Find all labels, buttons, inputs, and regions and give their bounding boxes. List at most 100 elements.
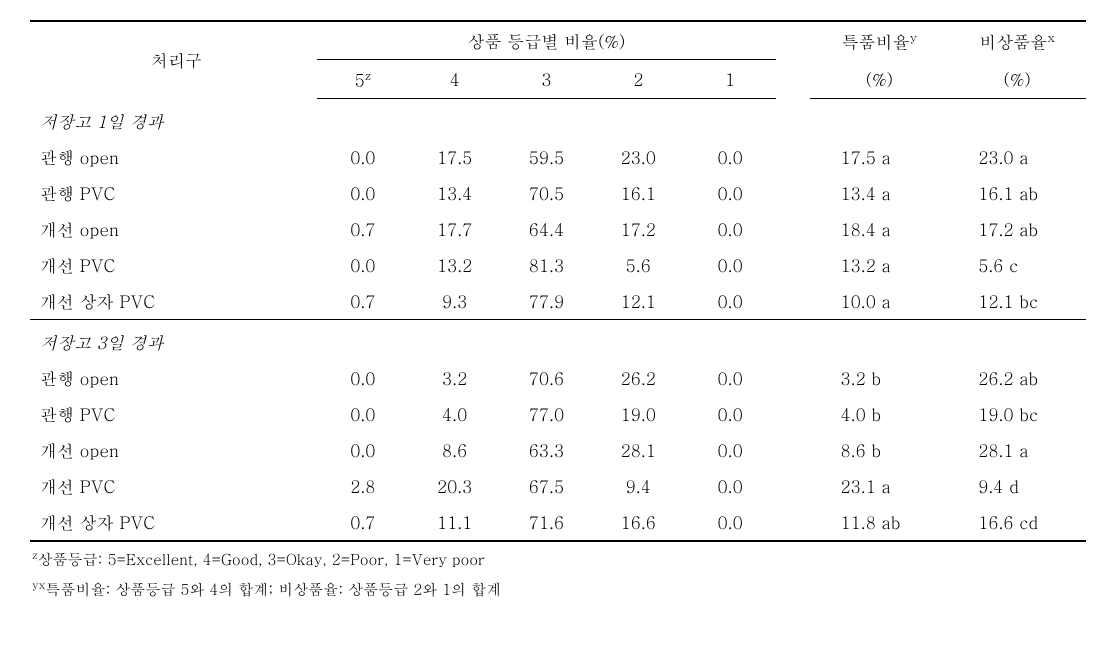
cell-c4: 3.2 (409, 360, 501, 396)
cell-c2: 26.2 (592, 360, 684, 396)
table-row: 개선 open0.717.764.417.20.0 18.4 a17.2 ab (30, 211, 1086, 247)
cell-c1: 0.0 (684, 211, 776, 247)
header-nonmarket: 비상품율x (948, 21, 1086, 60)
cell-premium: 4.0 b (810, 396, 948, 432)
cell-c5: 0.7 (317, 211, 409, 247)
cell-treatment: 개선 PVC (30, 247, 317, 283)
cell-nonmarket: 28.1 a (948, 432, 1086, 468)
cell-gap (776, 175, 810, 211)
cell-treatment: 개선 open (30, 432, 317, 468)
cell-premium: 17.5 a (810, 139, 948, 175)
cell-c3: 64.4 (501, 211, 593, 247)
cell-c4: 20.3 (409, 468, 501, 504)
cell-c5: 0.0 (317, 360, 409, 396)
cell-premium: 3.2 b (810, 360, 948, 396)
cell-c4: 4.0 (409, 396, 501, 432)
cell-c5: 0.7 (317, 283, 409, 320)
cell-c1: 0.0 (684, 175, 776, 211)
cell-c2: 12.1 (592, 283, 684, 320)
header-col4: 4 (409, 60, 501, 99)
cell-c3: 70.6 (501, 360, 593, 396)
cell-gap (776, 360, 810, 396)
cell-gap (776, 283, 810, 320)
cell-nonmarket: 19.0 bc (948, 396, 1086, 432)
header-col1: 1 (684, 60, 776, 99)
table-row: 개선 open0.08.663.328.10.08.6 b28.1 a (30, 432, 1086, 468)
header-col5: 5z (317, 60, 409, 99)
table-row: 관행 open0.017.559.523.00.017.5 a23.0 a (30, 139, 1086, 175)
cell-c2: 17.2 (592, 211, 684, 247)
cell-premium: 23.1 a (810, 468, 948, 504)
footnote-yx: yx특품비율: 상품등급 5와 4의 합계; 비상품율: 상품등급 2와 1의 … (30, 572, 1086, 602)
cell-c2: 16.1 (592, 175, 684, 211)
cell-c4: 13.2 (409, 247, 501, 283)
header-col3: 3 (501, 60, 593, 99)
cell-nonmarket: 17.2 ab (948, 211, 1086, 247)
cell-c3: 77.9 (501, 283, 593, 320)
table-row: 개선 상자 PVC0.79.377.912.10.0 10.0 a12.1 bc (30, 283, 1086, 320)
cell-c1: 0.0 (684, 396, 776, 432)
cell-c2: 16.6 (592, 504, 684, 541)
cell-gap (776, 468, 810, 504)
cell-premium: 11.8 ab (810, 504, 948, 541)
cell-gap (776, 139, 810, 175)
cell-nonmarket: 23.0 a (948, 139, 1086, 175)
table-row: 개선 PVC2.820.367.59.40.023.1 a9.4 d (30, 468, 1086, 504)
cell-c5: 0.0 (317, 396, 409, 432)
table-row: 관행 open0.03.270.626.20.03.2 b26.2 ab (30, 360, 1086, 396)
cell-gap (776, 504, 810, 541)
header-nonmarket-pct: (%) (948, 60, 1086, 99)
cell-c2: 28.1 (592, 432, 684, 468)
cell-treatment: 개선 상자 PVC (30, 504, 317, 541)
cell-c4: 9.3 (409, 283, 501, 320)
cell-treatment: 개선 open (30, 211, 317, 247)
cell-c2: 5.6 (592, 247, 684, 283)
cell-c1: 0.0 (684, 504, 776, 541)
cell-c4: 17.7 (409, 211, 501, 247)
table-body: 저장고 1일 경과관행 open0.017.559.523.00.017.5 a… (30, 98, 1086, 541)
cell-treatment: 개선 PVC (30, 468, 317, 504)
cell-gap (776, 432, 810, 468)
cell-c5: 0.0 (317, 175, 409, 211)
cell-c1: 0.0 (684, 283, 776, 320)
cell-c5: 2.8 (317, 468, 409, 504)
cell-nonmarket: 9.4 d (948, 468, 1086, 504)
cell-c3: 81.3 (501, 247, 593, 283)
cell-c4: 13.4 (409, 175, 501, 211)
table-row: 관행 PVC0.013.470.516.10.013.4 a16.1 ab (30, 175, 1086, 211)
cell-c5: 0.0 (317, 247, 409, 283)
cell-c4: 8.6 (409, 432, 501, 468)
cell-c1: 0.0 (684, 432, 776, 468)
cell-premium: 13.2 a (810, 247, 948, 283)
cell-premium: 8.6 b (810, 432, 948, 468)
cell-c3: 67.5 (501, 468, 593, 504)
cell-premium: 10.0 a (810, 283, 948, 320)
cell-c4: 17.5 (409, 139, 501, 175)
grade-ratio-table: 처리구 상품 등급별 비율(%) 특품비율y 비상품율x 5z 4 3 2 1 … (30, 20, 1086, 542)
cell-c3: 70.5 (501, 175, 593, 211)
cell-treatment: 관행 PVC (30, 175, 317, 211)
cell-nonmarket: 16.1 ab (948, 175, 1086, 211)
cell-nonmarket: 5.6 c (948, 247, 1086, 283)
table-row: 개선 PVC0.013.281.35.60.013.2 a5.6 c (30, 247, 1086, 283)
header-col2: 2 (592, 60, 684, 99)
cell-c5: 0.0 (317, 139, 409, 175)
cell-premium: 18.4 a (810, 211, 948, 247)
header-premium: 특품비율y (810, 21, 948, 60)
cell-nonmarket: 16.6 cd (948, 504, 1086, 541)
cell-treatment: 관행 open (30, 360, 317, 396)
cell-nonmarket: 26.2 ab (948, 360, 1086, 396)
cell-c3: 71.6 (501, 504, 593, 541)
cell-c1: 0.0 (684, 468, 776, 504)
cell-treatment: 개선 상자 PVC (30, 283, 317, 320)
cell-c5: 0.0 (317, 432, 409, 468)
cell-nonmarket: 12.1 bc (948, 283, 1086, 320)
cell-c5: 0.7 (317, 504, 409, 541)
cell-treatment: 관행 PVC (30, 396, 317, 432)
table-row: 관행 PVC0.04.077.019.00.04.0 b19.0 bc (30, 396, 1086, 432)
header-grade-ratio: 상품 등급별 비율(%) (317, 21, 776, 60)
header-premium-pct: (%) (810, 60, 948, 99)
cell-c3: 59.5 (501, 139, 593, 175)
cell-c4: 11.1 (409, 504, 501, 541)
section-label: 저장고 1일 경과 (30, 98, 1086, 139)
